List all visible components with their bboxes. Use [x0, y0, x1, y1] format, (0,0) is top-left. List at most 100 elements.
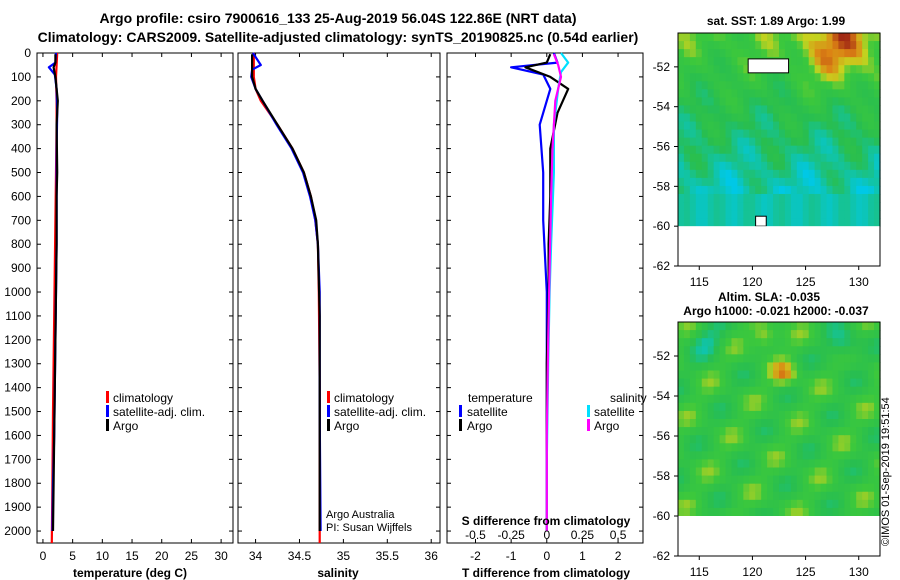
heatmap-cell: [814, 210, 822, 219]
heatmap-cell: [695, 129, 703, 139]
heatmap-cell: [844, 507, 851, 517]
heatmap-cell: [689, 33, 697, 42]
heatmap-cell: [862, 177, 869, 187]
heatmap-cell: [678, 475, 685, 485]
heatmap-cell: [874, 49, 881, 58]
heatmap-cell: [761, 202, 768, 211]
heatmap-cell: [767, 41, 774, 50]
heatmap-cell: [826, 467, 834, 477]
heatmap-cell: [683, 113, 691, 123]
heatmap-cell: [707, 507, 715, 517]
heatmap-cell: [683, 467, 691, 477]
heatmap-cell: [731, 193, 739, 203]
heatmap-cell: [755, 459, 762, 469]
heatmap-cell: [737, 499, 744, 509]
heatmap-cell: [689, 419, 697, 428]
heatmap-cell: [707, 177, 715, 187]
heatmap-cell: [802, 402, 810, 412]
heatmap-cell: [695, 459, 703, 469]
heatmap-cell: [713, 105, 721, 115]
heatmap-cell: [796, 161, 804, 171]
heatmap-cell: [678, 41, 685, 50]
heatmap-cell: [784, 73, 792, 82]
sal-tick-label: 0: [543, 528, 550, 542]
heatmap-cell: [689, 322, 697, 331]
lon-tick-label: 120: [742, 565, 762, 579]
heatmap-cell: [779, 499, 786, 509]
heatmap-cell: [683, 81, 691, 90]
heatmap-cell: [784, 338, 792, 347]
heatmap-cell: [802, 153, 810, 163]
heatmap-cell: [773, 410, 780, 420]
heatmap-cell: [832, 193, 840, 203]
heatmap-cell: [767, 129, 774, 139]
heatmap-cell: [731, 346, 739, 355]
heatmap-cell: [856, 346, 863, 355]
heatmap-cell: [862, 467, 869, 477]
heatmap-cell: [814, 491, 822, 501]
heatmap-cell: [790, 370, 798, 380]
heatmap-cell: [737, 362, 744, 372]
heatmap-cell: [874, 81, 881, 90]
heatmap-cell: [844, 443, 851, 452]
heatmap-cell: [761, 49, 768, 58]
heatmap-cell: [868, 338, 875, 347]
heatmap-cell: [707, 410, 715, 420]
heatmap-cell: [755, 129, 762, 139]
heatmap-cell: [802, 419, 810, 428]
heatmap-cell: [773, 362, 780, 372]
heatmap-cell: [761, 362, 768, 372]
heatmap-cell: [707, 370, 715, 380]
heatmap-cell: [689, 113, 697, 123]
heatmap-cell: [826, 499, 834, 509]
heatmap-cell: [743, 129, 750, 139]
heatmap-cell: [689, 89, 697, 98]
heatmap-cell: [862, 322, 869, 331]
heatmap-cell: [838, 459, 845, 469]
heatmap-cell: [850, 346, 857, 355]
heatmap-cell: [743, 81, 750, 90]
heatmap-cell: [761, 153, 768, 163]
heatmap-cell: [802, 177, 810, 187]
heatmap-cell: [683, 394, 691, 404]
heatmap-cell: [826, 322, 834, 331]
heatmap-cell: [844, 33, 851, 42]
heatmap-cell: [832, 402, 840, 412]
heatmap-cell: [749, 475, 756, 485]
heatmap-cell: [850, 65, 857, 74]
heatmap-cell: [713, 33, 721, 42]
heatmap-cell: [796, 193, 804, 203]
heatmap-cell: [749, 322, 756, 331]
heatmap-cell: [749, 410, 756, 420]
heatmap-cell: [862, 57, 869, 66]
heatmap-cell: [814, 218, 822, 227]
heatmap-cell: [767, 435, 774, 444]
heatmap-cell: [695, 81, 703, 90]
heatmap-cell: [725, 459, 733, 469]
heatmap-cell: [761, 210, 768, 219]
heatmap-cell: [820, 153, 828, 163]
sla-map-subtitle: Argo h1000: -0.021 h2000: -0.037: [683, 304, 869, 318]
heatmap-cell: [767, 467, 774, 477]
heatmap-cell: [695, 210, 703, 219]
heatmap-cell: [749, 73, 756, 82]
heatmap-cell: [767, 443, 774, 452]
heatmap-cell: [713, 89, 721, 98]
heatmap-cell: [779, 137, 786, 147]
heatmap-cell: [743, 378, 750, 388]
heatmap-cell: [874, 491, 881, 501]
plot-frame: [36, 52, 234, 544]
heatmap-cell: [808, 129, 816, 139]
heatmap-cell: [862, 443, 869, 452]
heatmap-cell: [856, 185, 863, 195]
heatmap-cell: [713, 202, 721, 211]
heatmap-cell: [784, 33, 792, 42]
heatmap-cell: [683, 370, 691, 380]
heatmap-cell: [749, 402, 756, 412]
heatmap-cell: [713, 338, 721, 347]
heatmap-cell: [707, 475, 715, 485]
heatmap-cell: [683, 435, 691, 444]
legend-label-s-argo: Argo: [594, 419, 620, 433]
heatmap-cell: [719, 113, 727, 123]
heatmap-cell: [808, 459, 816, 469]
